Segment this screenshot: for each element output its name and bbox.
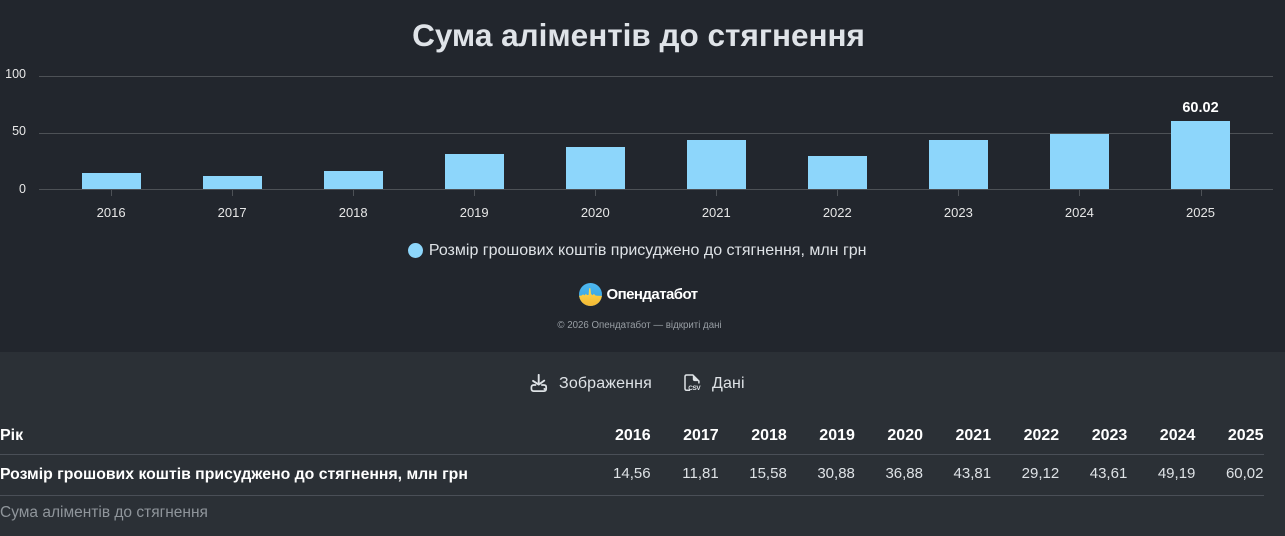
svg-text:CSV: CSV: [688, 385, 701, 392]
